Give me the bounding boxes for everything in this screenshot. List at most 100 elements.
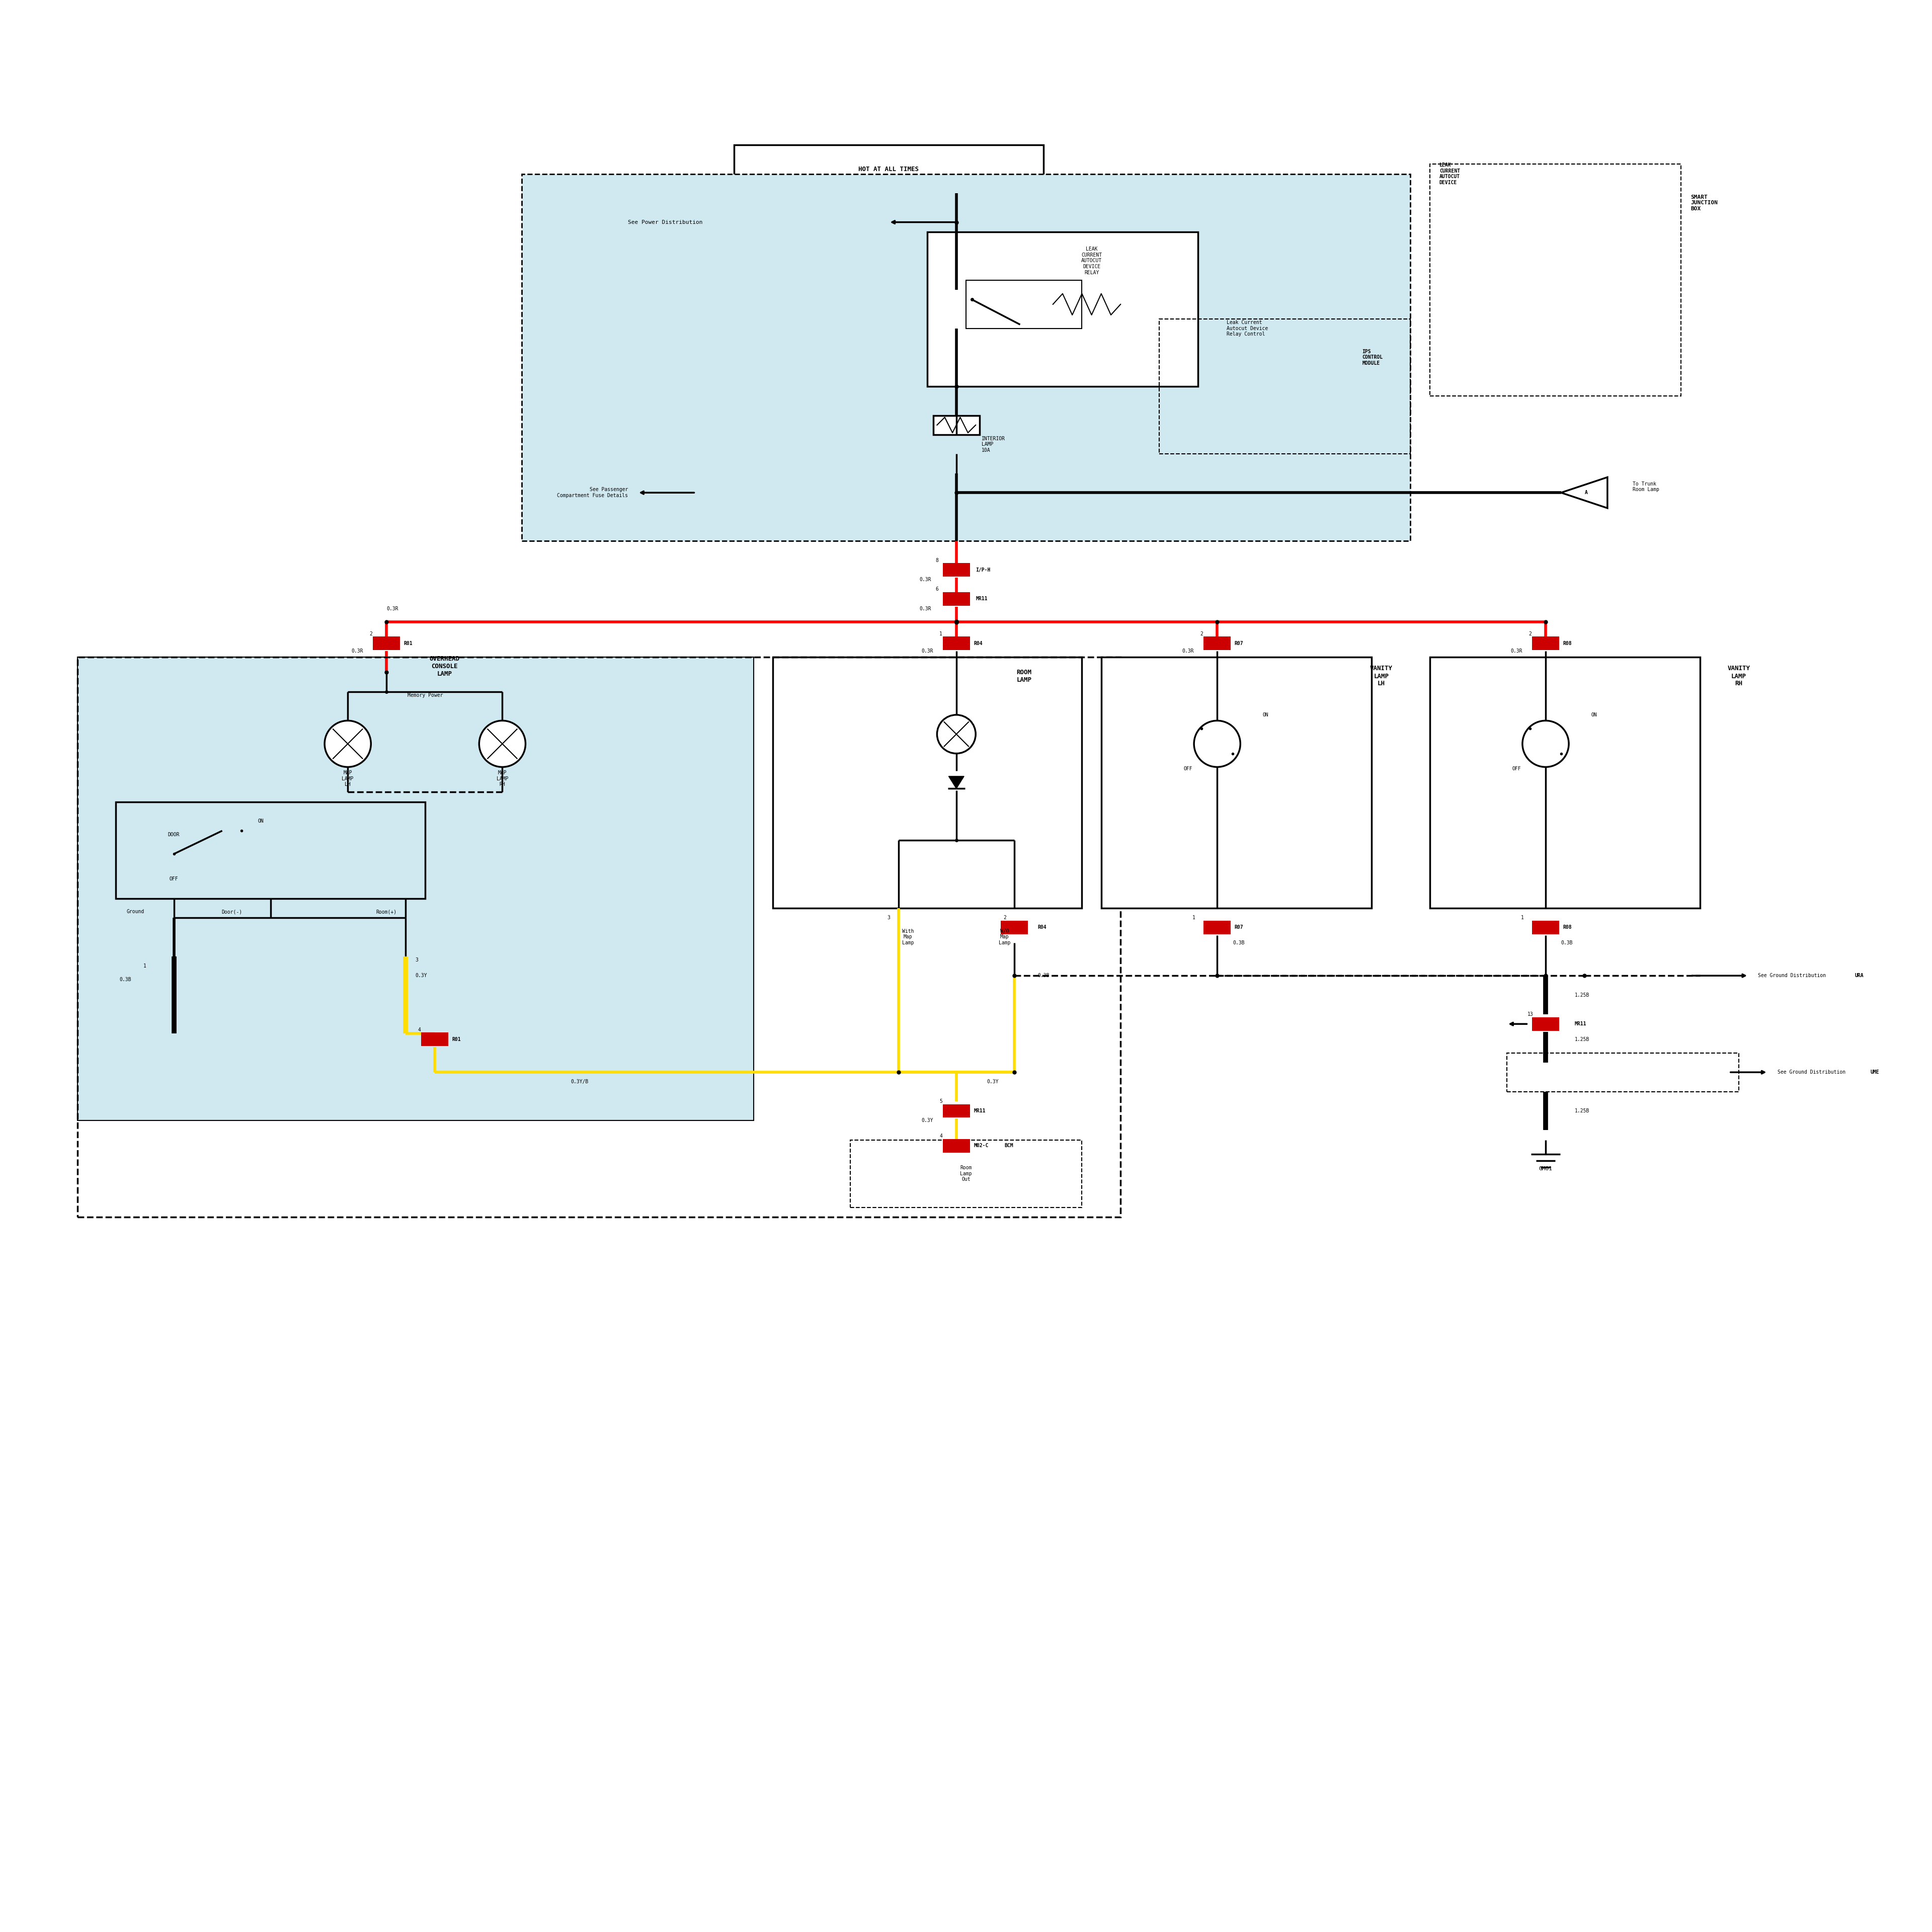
Text: 0.3R: 0.3R (1182, 649, 1194, 653)
Bar (1430, 657, 1700, 908)
Text: 2: 2 (1200, 632, 1204, 636)
Text: 8: 8 (935, 558, 939, 562)
Bar (966, 280, 1082, 328)
Text: 4: 4 (417, 1028, 421, 1032)
Text: 2: 2 (369, 632, 373, 636)
Text: 1: 1 (143, 964, 147, 968)
Text: 1.25B: 1.25B (1575, 993, 1590, 997)
Bar (1507, 1053, 1739, 1092)
Circle shape (1194, 721, 1240, 767)
Text: R08: R08 (1563, 641, 1573, 645)
Text: 0.3B: 0.3B (120, 978, 131, 981)
Text: 0.3B: 0.3B (1037, 974, 1049, 978)
Bar (927, 232, 1198, 386)
Circle shape (479, 721, 526, 767)
Text: MAP
LAMP
RH: MAP LAMP RH (497, 771, 508, 786)
Text: W/O
Map
Lamp: W/O Map Lamp (999, 929, 1010, 945)
Text: With
Map
Lamp: With Map Lamp (902, 929, 914, 945)
Text: ON: ON (257, 819, 265, 823)
Bar (943, 562, 970, 576)
Text: 0.3Y: 0.3Y (987, 1080, 999, 1084)
Text: A: A (1584, 491, 1588, 495)
Bar (1532, 1016, 1559, 1032)
Bar (1159, 319, 1410, 454)
Bar (943, 1105, 970, 1117)
Text: 0.3B: 0.3B (1233, 941, 1244, 945)
Bar (373, 636, 400, 649)
Text: OFF: OFF (1184, 767, 1192, 771)
Text: IPS
CONTROL
MODULE: IPS CONTROL MODULE (1362, 350, 1383, 365)
Text: See Ground Distribution: See Ground Distribution (1777, 1070, 1845, 1074)
Text: Memory Power: Memory Power (408, 694, 442, 697)
Bar (1532, 636, 1559, 649)
Text: 4: 4 (939, 1134, 943, 1138)
Text: ON: ON (1262, 713, 1269, 717)
Text: MR11: MR11 (1575, 1022, 1586, 1026)
Bar (1430, 164, 1681, 396)
Text: 1: 1 (1192, 916, 1196, 920)
Text: 0.3R: 0.3R (386, 607, 398, 611)
Circle shape (1522, 721, 1569, 767)
Bar (943, 636, 970, 649)
Text: LEAK
CURRENT
AUTOCUT
DEVICE: LEAK CURRENT AUTOCUT DEVICE (1439, 162, 1461, 185)
Text: R07: R07 (1235, 641, 1244, 645)
Polygon shape (1561, 477, 1607, 508)
Text: 0.3B: 0.3B (1561, 941, 1573, 945)
Text: 6: 6 (935, 587, 939, 591)
Text: 2: 2 (1003, 916, 1007, 920)
Text: 0.3R: 0.3R (1511, 649, 1522, 653)
Text: BCM: BCM (1005, 1144, 1014, 1148)
Text: DOOR: DOOR (168, 833, 180, 837)
Text: 1.25B: 1.25B (1575, 1037, 1590, 1041)
Text: 0.3R: 0.3R (920, 607, 931, 611)
Text: ON: ON (1590, 713, 1598, 717)
Text: Room
Lamp
Out: Room Lamp Out (960, 1165, 972, 1182)
Text: Leak Current
Autocut Device
Relay Control: Leak Current Autocut Device Relay Contro… (1227, 321, 1267, 336)
Bar (773, 657, 1082, 908)
Bar (522, 174, 1410, 541)
Bar (77, 657, 1121, 1217)
Text: R07: R07 (1235, 925, 1244, 929)
Bar (734, 145, 1043, 193)
Text: R04: R04 (1037, 925, 1047, 929)
Text: See Power Distribution: See Power Distribution (628, 220, 703, 224)
Circle shape (325, 721, 371, 767)
Text: MR11: MR11 (974, 1109, 985, 1113)
Text: See Ground Distribution: See Ground Distribution (1758, 974, 1826, 978)
Text: 3: 3 (887, 916, 891, 920)
Text: I/P-H: I/P-H (976, 568, 991, 572)
Text: R04: R04 (974, 641, 983, 645)
Text: MR11: MR11 (976, 597, 987, 601)
Text: URA: URA (1855, 974, 1864, 978)
Text: UME: UME (1870, 1070, 1880, 1074)
Bar (1532, 922, 1559, 935)
Bar (77, 657, 753, 1121)
Text: MAP
LAMP
LH: MAP LAMP LH (342, 771, 354, 786)
Text: OVERHEAD
CONSOLE
LAMP: OVERHEAD CONSOLE LAMP (429, 655, 460, 678)
Text: OFF: OFF (1513, 767, 1520, 771)
Text: OFF: OFF (170, 877, 178, 881)
Text: 0.3R: 0.3R (922, 649, 933, 653)
Text: M02-C: M02-C (974, 1144, 989, 1148)
Bar (116, 802, 425, 898)
Text: 3: 3 (415, 958, 419, 962)
Text: 1: 1 (939, 632, 943, 636)
Text: 0.3Y: 0.3Y (415, 974, 427, 978)
Text: 0.3R: 0.3R (920, 578, 931, 582)
Text: ROOM
LAMP: ROOM LAMP (1016, 668, 1032, 684)
Text: Room(+): Room(+) (377, 910, 396, 914)
Bar (1001, 922, 1028, 935)
Text: 13: 13 (1526, 1012, 1534, 1016)
Text: 1: 1 (1520, 916, 1524, 920)
Text: Ground: Ground (126, 910, 145, 914)
Text: 5: 5 (939, 1099, 943, 1103)
Text: 2: 2 (1528, 632, 1532, 636)
Polygon shape (949, 777, 964, 788)
Bar (850, 1140, 1082, 1208)
Bar (1101, 657, 1372, 908)
Text: VANITY
LAMP
RH: VANITY LAMP RH (1727, 665, 1750, 688)
Text: To Trunk
Room Lamp: To Trunk Room Lamp (1633, 481, 1660, 493)
Text: VANITY
LAMP
LH: VANITY LAMP LH (1370, 665, 1393, 688)
Bar (943, 1138, 970, 1151)
Bar (1204, 636, 1231, 649)
